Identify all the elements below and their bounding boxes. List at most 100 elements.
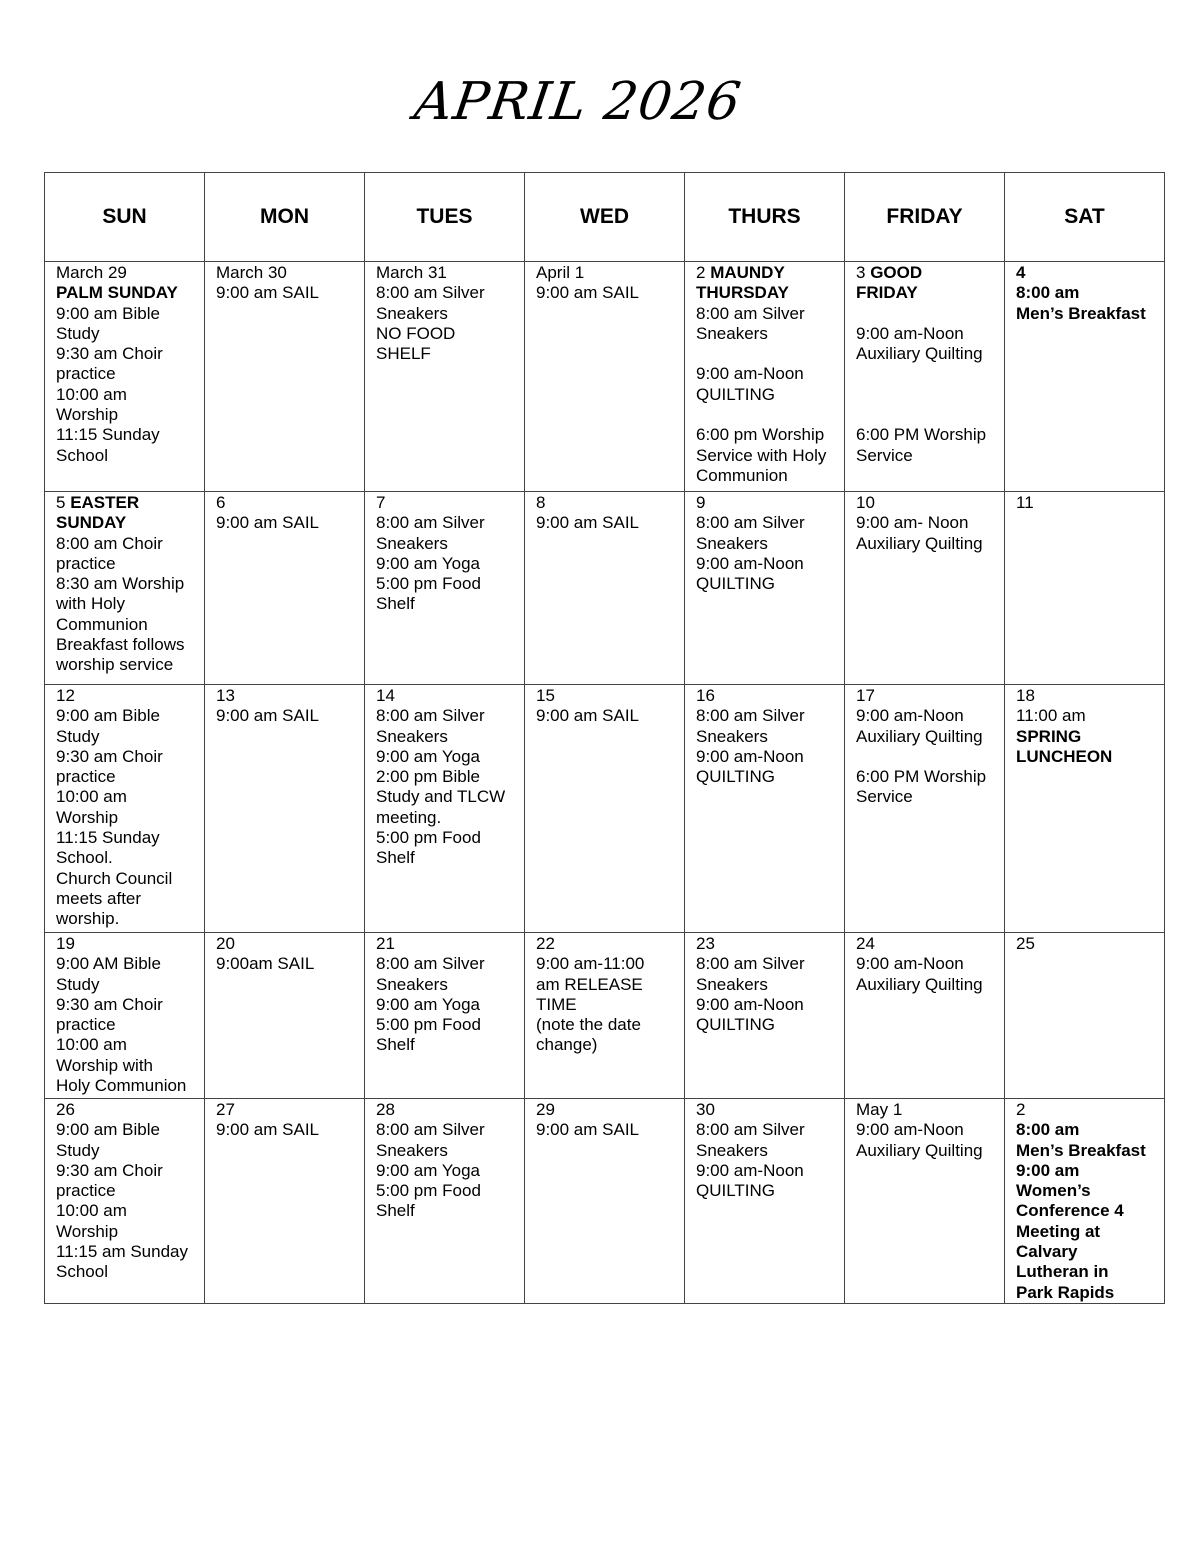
event-text: (note the date [536,1015,641,1035]
event-text: 9:00 am SAIL [536,513,640,533]
event-text: March 30 [216,263,287,282]
event-line: Shelf [376,1201,520,1221]
event-text: 8:00 am Silver [696,513,805,533]
event-line: 10 [856,493,1000,513]
event-line: 9:30 am Choir [56,747,200,767]
event-text: 15 [536,686,555,705]
event-line: 9:00 am Yoga [376,995,520,1015]
event-text: 9:00 am SAIL [536,706,640,726]
event-line: meeting. [376,808,520,828]
event-text: 8:00 am Silver [376,1120,485,1140]
event-text: 10:00 am [56,384,127,404]
event-line: Church Council [56,869,200,889]
event-line [856,304,1000,324]
day-cell: 20 9:00am SAIL [204,932,365,1099]
event-text: worship. [56,909,120,929]
day-cell: 5 EASTER SUNDAY 8:00 am Choir practice 8:30 … [44,491,205,685]
event-text: 22 [536,934,555,953]
event-line: Sneakers [696,324,840,344]
event-line: QUILTING [696,767,840,787]
event-text: 9:00 am Bible [56,706,160,726]
weekday-header-row: SUN MON TUES WED THURS FRIDAY SAT [44,172,1165,262]
day-cell: March 30 9:00 am SAIL [204,261,365,492]
event-text: Shelf [376,1035,415,1055]
event-text: 11 [1016,493,1034,512]
event-text: 9:30 am Choir [56,994,163,1014]
event-line: 8:00 am Silver [376,1120,520,1140]
event-line: 10:00 am [56,1201,200,1221]
event-line: 9:00 am-Noon [696,747,840,767]
event-text: 5:00 pm Food [376,1181,481,1201]
event-line: Sneakers [376,304,520,324]
event-line: 9:00 AM Bible [56,954,200,974]
event-text: QUILTING [696,1181,776,1201]
event-line: Worship [56,1222,200,1242]
event-line: 24 [856,934,1000,954]
event-text: Shelf [376,1201,415,1221]
event-text: 18 [1016,686,1035,705]
event-line: Communion [696,466,840,486]
event-text: Sneakers [696,1140,768,1160]
event-line: Study and TLCW [376,787,520,807]
day-cell: 12 9:00 am Bible Study 9:30 am Choir practic… [44,684,205,933]
event-text: 23 [696,934,715,953]
event-text: Sneakers [696,974,768,994]
event-text: meeting. [376,807,442,827]
event-text: Service [856,787,913,807]
event-text: Study [56,726,100,746]
event-text: 9:00 am-Noon [856,706,964,726]
event-line: Service with Holy [696,446,840,466]
event-line: SUNDAY [56,513,200,533]
day-cell: 17 9:00 am-Noon Auxiliary Quilting 6:00 PM … [844,684,1005,933]
event-line: 20 [216,934,360,954]
event-line: School [56,1262,200,1282]
event-line: 9:00 am-Noon [856,954,1000,974]
event-text: 10:00 am [56,1035,127,1055]
event-line: with Holy [56,594,200,614]
event-line: 16 [696,686,840,706]
event-line: 6:00 PM Worship [856,425,1000,445]
event-text: March 31 [376,263,447,282]
event-line: SPRING [1016,727,1160,747]
day-cell: 16 8:00 am Silver Sneakers 9:00 am-Noon QUIL… [684,684,845,933]
event-text: 11:15 am Sunday [56,1242,188,1262]
day-cell: March 29 PALM SUNDAY 9:00 am Bible Study 9:3… [44,261,205,492]
event-line: 9:00 am Bible [56,1120,200,1140]
day-cell: 29 9:00 am SAIL [524,1098,685,1304]
event-line: 9:00 am Bible [56,304,200,324]
event-text: Sneakers [376,303,448,323]
event-text: 9 [696,493,706,512]
event-text: 6 [216,493,226,512]
event-line: 25 [1016,934,1160,954]
day-cell: 26 9:00 am Bible Study 9:30 am Choir practic… [44,1098,205,1304]
event-text: change) [536,1035,598,1055]
event-line: 8:00 am Silver [376,283,520,303]
event-text: Sneakers [376,974,448,994]
event-text: Holy Communion [56,1076,187,1096]
event-text: 6:00 pm Worship [696,425,825,445]
event-line: 10:00 am [56,385,200,405]
event-line: PALM SUNDAY [56,283,200,303]
calendar-table: SUN MON TUES WED THURS FRIDAY SAT March … [44,172,1165,1304]
event-line: 9:00 am- Noon [856,513,1000,533]
event-text: 7 [376,493,386,512]
event-text: 19 [56,934,75,953]
event-text: 17 [856,686,875,705]
event-text: 28 [376,1100,395,1119]
event-line: Park Rapids [1016,1283,1160,1303]
event-text: 2 [1016,1100,1026,1119]
event-line: Auxiliary Quilting [856,344,1000,364]
event-line: (note the date [536,1015,680,1035]
event-text: Auxiliary Quilting [856,344,983,364]
event-text: 9:00 am- Noon [856,513,969,533]
event-text: 9:00 am-Noon [696,746,804,766]
event-text: 5 [56,493,71,512]
event-line: 9:00 am Yoga [376,747,520,767]
event-line: 6:00 PM Worship [856,767,1000,787]
event-text-bold: SPRING [1016,726,1082,746]
header-friday: FRIDAY [844,172,1005,262]
event-line: March 29 [56,263,200,283]
day-cell: May 1 9:00 am-Noon Auxiliary Quilting [844,1098,1005,1304]
event-text: Worship with [56,1055,153,1075]
event-line [856,747,1000,767]
